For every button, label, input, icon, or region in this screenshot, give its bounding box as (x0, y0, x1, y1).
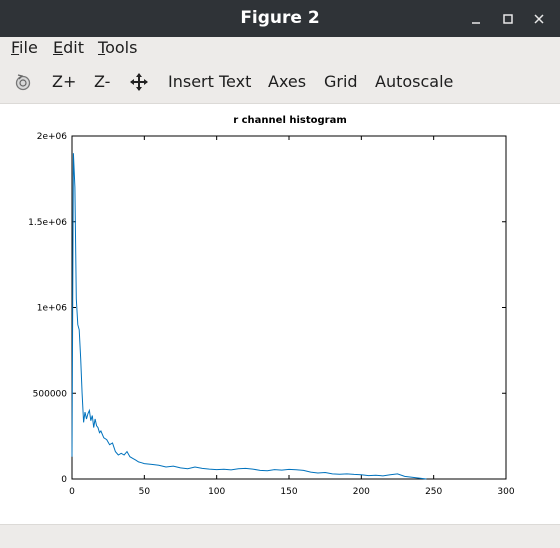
y-tick-label: 1e+06 (37, 304, 68, 314)
insert-text-button[interactable]: Insert Text (168, 72, 252, 91)
menu-file-mnemonic: F (11, 38, 20, 57)
zoom-in-button[interactable]: Z+ (52, 72, 77, 91)
window-titlebar: Figure 2 (0, 0, 560, 37)
axes-button[interactable]: Axes (268, 72, 307, 91)
x-tick-label: 150 (280, 487, 297, 497)
chart-title: r channel histogram (233, 115, 347, 126)
figure-toolbar: Z+ Z- Insert Text Axes Grid Autoscale (0, 60, 560, 104)
x-axis-ticks: 0 50 100 150 200 250 300 (69, 136, 515, 497)
menu-file-rest: ile (19, 38, 38, 57)
x-tick-label: 250 (425, 487, 442, 497)
menu-tools-mnemonic: T (98, 38, 106, 57)
plot-axes-box (71, 135, 507, 480)
x-tick-label: 50 (139, 487, 151, 497)
y-tick-label: 0 (61, 475, 67, 485)
y-axis-ticks: 0 500000 1e+06 1.5e+06 2e+06 (28, 132, 506, 485)
pan-icon[interactable] (129, 72, 149, 92)
menu-edit[interactable]: Edit (53, 38, 84, 57)
rotate-icon[interactable] (13, 72, 33, 92)
menu-tools-rest: ools (105, 38, 138, 57)
y-tick-label: 2e+06 (37, 132, 68, 142)
histogram-chart: r channel histogram 0 50 100 150 200 250 300 0… (28, 115, 515, 497)
histogram-line (71, 153, 427, 480)
x-tick-label: 0 (69, 487, 75, 497)
y-tick-label: 1.5e+06 (28, 218, 67, 228)
minimize-icon[interactable] (466, 9, 486, 29)
x-tick-label: 200 (353, 487, 370, 497)
x-tick-label: 100 (208, 487, 225, 497)
figure-canvas[interactable]: r channel histogram 0 50 100 150 200 250 300 0… (0, 104, 560, 524)
close-icon[interactable] (529, 9, 549, 29)
menu-file[interactable]: File (11, 38, 38, 57)
menu-bar: File Edit Tools (0, 37, 560, 60)
y-tick-label: 500000 (33, 389, 68, 399)
autoscale-button[interactable]: Autoscale (375, 72, 454, 91)
zoom-out-button[interactable]: Z- (94, 72, 111, 91)
menu-tools[interactable]: Tools (98, 38, 137, 57)
menu-edit-rest: dit (63, 38, 84, 57)
grid-button[interactable]: Grid (324, 72, 358, 91)
menu-edit-mnemonic: E (53, 38, 64, 57)
x-tick-label: 300 (497, 487, 514, 497)
window-title: Figure 2 (240, 8, 320, 28)
status-bar (0, 524, 560, 548)
maximize-icon[interactable] (498, 9, 518, 29)
